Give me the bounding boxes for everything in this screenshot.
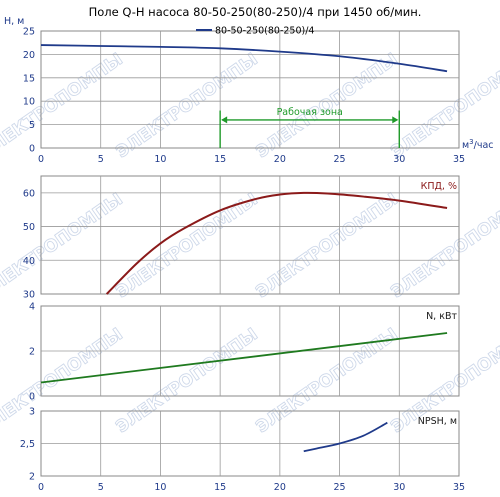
x-tick-label: 5 [98, 482, 104, 493]
work-zone-arrowhead-right [392, 116, 399, 124]
work-zone-label: Рабочая зона [277, 107, 343, 118]
y-tick-label: 2 [29, 347, 35, 358]
y-tick-label: 60 [23, 188, 35, 199]
x-tick-label: 0 [38, 482, 44, 493]
watermark-text: ЭЛЕКТРОПОМПЫ [0, 190, 127, 303]
y-tick-label: 25 [23, 27, 35, 38]
watermark-text: ЭЛЕКТРОПОМПЫ [113, 325, 262, 438]
y-tick-label: 2 [29, 472, 35, 483]
x-tick-label: 15 [214, 154, 226, 165]
y-tick-label: 20 [23, 50, 35, 61]
y-tick-label: 0 [29, 144, 35, 155]
watermark-text: ЭЛЕКТРОПОМПЫ [113, 190, 262, 303]
y-tick-label: 50 [23, 222, 35, 233]
x-tick-label: 20 [274, 482, 286, 493]
x-axis-label: м3/час [462, 138, 494, 151]
watermark-text: ЭЛЕКТРОПОМПЫ [0, 50, 127, 163]
y-tick-label: 10 [23, 97, 35, 108]
watermark-text: ЭЛЕКТРОПОМПЫ [0, 325, 127, 438]
x-tick-label: 10 [154, 154, 166, 165]
watermark-text: ЭЛЕКТРОПОМПЫ [253, 190, 402, 303]
y-tick-label: 4 [29, 302, 35, 313]
y-tick-label: 5 [29, 120, 35, 131]
y-axis-label: КПД, % [421, 181, 457, 192]
x-tick-label: 35 [453, 154, 465, 165]
x-tick-label: 20 [274, 154, 286, 165]
x-tick-label: 5 [98, 154, 104, 165]
y-tick-label: 15 [23, 73, 35, 84]
y-tick-label: 30 [23, 290, 35, 301]
y-axis-label: H, м [4, 16, 24, 27]
x-tick-label: 30 [393, 154, 405, 165]
series-line-npsh [303, 421, 388, 453]
y-axis-label: N, кВт [426, 311, 457, 322]
y-tick-label: 2,5 [20, 439, 35, 450]
watermark-text: ЭЛЕКТРОПОМПЫ [388, 190, 500, 303]
y-tick-label: 0 [29, 392, 35, 403]
work-zone-arrowhead-left [221, 116, 228, 124]
y-tick-label: 3 [29, 407, 35, 418]
watermark-text: ЭЛЕКТРОПОМПЫ [113, 50, 262, 163]
panel-npsh: 2 2,5 3 NPSH, м 0 5 10 15 20 25 30 35 [20, 407, 465, 494]
legend-label: 80-50-250(80-250)/4 [215, 26, 314, 37]
x-tick-label: 0 [38, 154, 44, 165]
plot-frame [40, 175, 460, 295]
series-line-efficiency [105, 191, 448, 295]
x-tick-label: 30 [393, 482, 405, 493]
series-line-power [40, 332, 448, 384]
x-tick-label: 15 [214, 482, 226, 493]
x-tick-label: 35 [453, 482, 465, 493]
x-tick-label: 10 [154, 482, 166, 493]
plot-frame [40, 30, 460, 149]
series-line-head [40, 44, 448, 73]
y-tick-label: 40 [23, 256, 35, 267]
chart-title: Поле Q-H насоса 80-50-250(80-250)/4 при … [89, 5, 422, 19]
x-tick-label: 25 [334, 154, 346, 165]
watermark-text: ЭЛЕКТРОПОМПЫ [253, 50, 402, 163]
y-axis-label: NPSH, м [418, 416, 457, 427]
panel-efficiency: 30 40 50 60 КПД, % [23, 175, 460, 301]
panel-power: 0 2 4 N, кВт [29, 302, 460, 403]
x-tick-label: 25 [334, 482, 346, 493]
